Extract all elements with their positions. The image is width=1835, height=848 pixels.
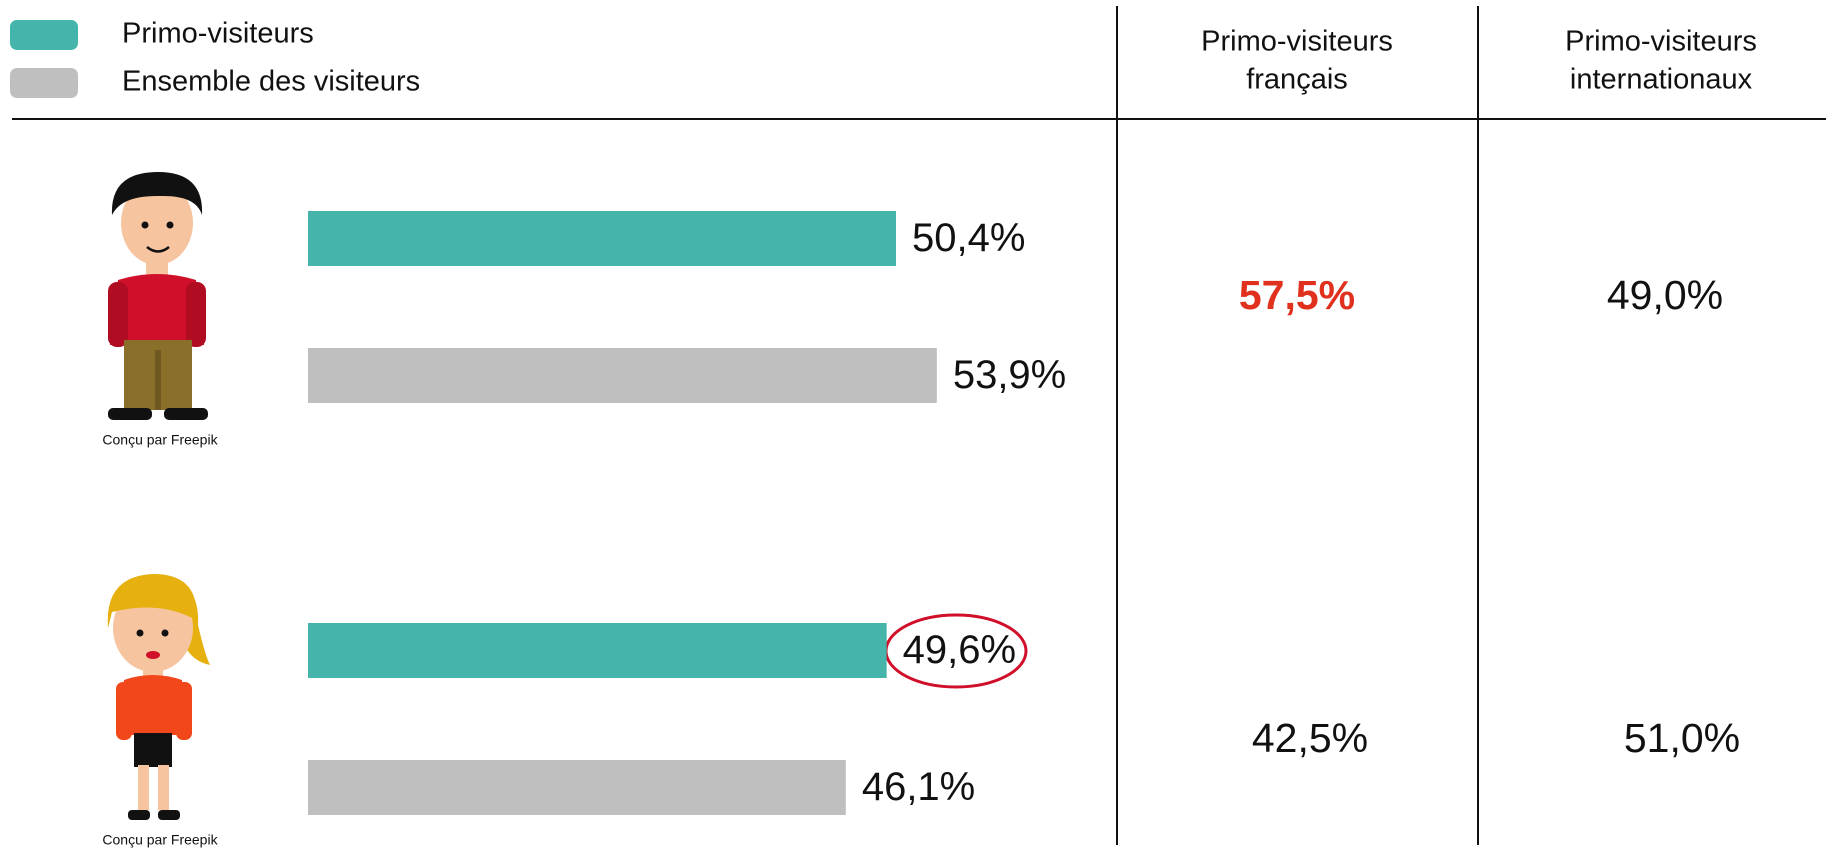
bar <box>308 623 887 678</box>
credit: Conçu par Freepik <box>102 432 218 448</box>
bar <box>308 211 896 266</box>
table-cell: 49,0% <box>1607 272 1723 318</box>
value-label: 46,1% <box>862 765 975 809</box>
table-cell: 42,5% <box>1252 715 1368 761</box>
bar <box>308 348 937 403</box>
table-cell: 57,5% <box>1239 272 1355 318</box>
legend-label: Ensemble des visiteurs <box>122 66 420 98</box>
column-header: internationaux <box>1570 64 1753 96</box>
bar <box>308 760 846 815</box>
value-label: 53,9% <box>953 353 1066 397</box>
column-header: Primo-visiteurs <box>1201 26 1393 58</box>
value-label: 49,6% <box>903 628 1016 672</box>
legend-label: Primo-visiteurs <box>122 18 314 50</box>
credit: Conçu par Freepik <box>102 832 218 848</box>
woman-figure <box>107 574 210 820</box>
value-label: 50,4% <box>912 216 1025 260</box>
column-header: français <box>1246 64 1348 96</box>
column-header: Primo-visiteurs <box>1565 26 1757 58</box>
legend-swatch <box>10 20 78 50</box>
legend-swatch <box>10 68 78 98</box>
man-figure <box>108 172 208 420</box>
table-cell: 51,0% <box>1624 715 1740 761</box>
